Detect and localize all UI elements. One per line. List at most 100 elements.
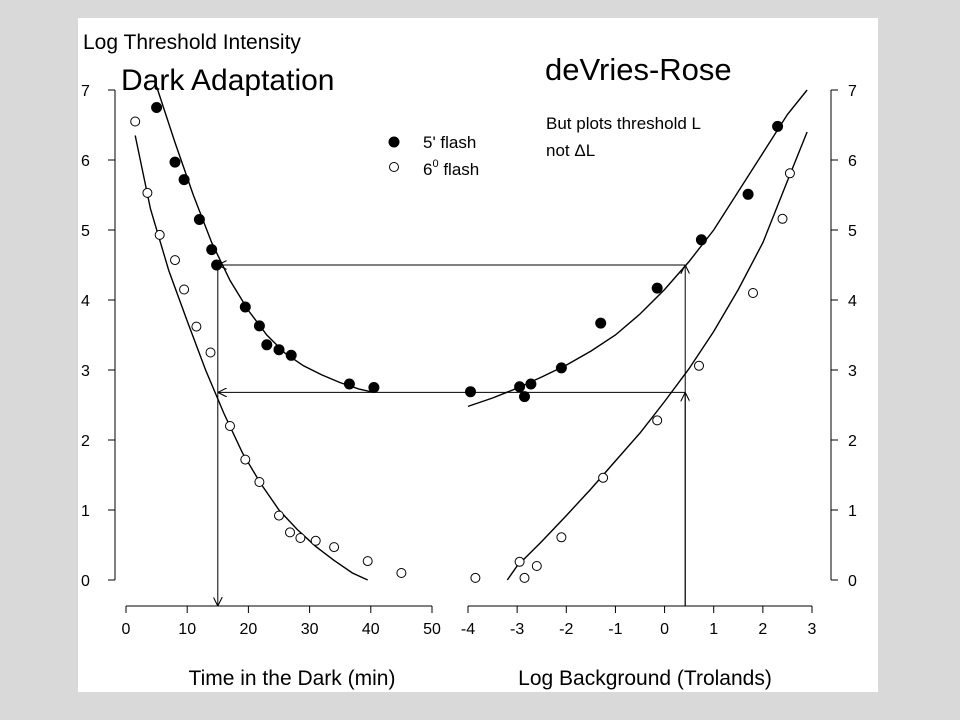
- right-x-tick-label: 3: [808, 621, 817, 638]
- left-point-open: [240, 454, 251, 465]
- right-y-tick-label: 6: [848, 153, 857, 170]
- right-point-filled: [651, 282, 663, 294]
- right-y-tick-label: 1: [848, 503, 857, 520]
- left-point-open: [310, 535, 321, 546]
- left-point-filled: [211, 259, 223, 271]
- left-point-open: [295, 533, 306, 543]
- left-point-filled: [151, 102, 163, 113]
- right-point-open: [777, 213, 788, 224]
- right-y-tick-label: 5: [848, 223, 857, 240]
- slide-panel: Log Threshold Intensity Dark Adaptation …: [78, 18, 878, 692]
- right-point-filled: [465, 386, 476, 398]
- right-point-open: [598, 472, 609, 483]
- right-x-axis-title: Log Background (Trolands): [518, 667, 772, 690]
- right-x-tick-label: -3: [510, 621, 524, 638]
- right-point-open: [519, 572, 530, 583]
- right-point-open: [748, 288, 758, 298]
- fit-curves: [134, 86, 808, 581]
- left-x-tick-label: 10: [178, 621, 196, 638]
- right-point-filled: [772, 120, 784, 132]
- left-point-filled: [261, 339, 273, 351]
- left-y-tick-label: 4: [81, 293, 90, 310]
- left-point-open: [170, 255, 180, 266]
- right-point-filled: [695, 234, 707, 246]
- right-x-tick-label: 1: [709, 621, 718, 638]
- right-panel-title: deVries-Rose: [545, 52, 732, 87]
- left-y-tick-label: 2: [81, 433, 90, 450]
- left-point-open: [205, 347, 216, 358]
- note-line-1: But plots threshold L: [546, 114, 701, 133]
- left-point-open: [362, 556, 373, 567]
- right-x-tick-label: 0: [660, 621, 669, 638]
- left-fit-curve-open: [134, 135, 368, 581]
- right-point-filled: [525, 378, 537, 390]
- legend-label-filled: 5' flash: [423, 133, 476, 152]
- right-x-tick-label: 2: [758, 621, 767, 638]
- left-x-tick-label: 20: [240, 621, 258, 638]
- right-point-open: [694, 360, 704, 371]
- right-y-tick-label: 2: [848, 433, 857, 450]
- right-x-tick-label: -4: [461, 621, 475, 638]
- legend-open-base: 6: [423, 160, 432, 179]
- legend-label-open: 60 flash: [423, 158, 479, 179]
- left-point-filled: [239, 301, 251, 313]
- left-point-open: [179, 284, 190, 295]
- legend-open-sup: 0: [432, 158, 438, 170]
- left-point-filled: [193, 214, 205, 225]
- reference-arrows: [218, 265, 685, 606]
- left-x-tick-label: 0: [122, 621, 131, 638]
- axes: 0 1 2 3 4 5 6 7 0 1 2 3 4 5 6 7 0 10 20 30 40 50 -4 -3 -2 -1 0 1 2 3 T…: [81, 83, 857, 690]
- left-panel-title: Dark Adaptation: [121, 64, 334, 97]
- right-point-filled: [742, 188, 754, 200]
- left-y-tick-label: 6: [81, 153, 90, 170]
- right-y-tick-label: 0: [848, 573, 857, 590]
- right-point-open: [514, 556, 525, 567]
- right-point-filled: [595, 317, 607, 329]
- left-point-open: [396, 568, 407, 578]
- left-x-tick-label: 30: [301, 621, 319, 638]
- left-y-tick-label: 5: [81, 223, 90, 240]
- left-point-open: [191, 321, 202, 332]
- right-point-open: [556, 532, 567, 543]
- legend-marker-open: [389, 162, 399, 172]
- right-fit-curve-filled: [467, 89, 808, 408]
- left-point-filled: [273, 344, 285, 356]
- right-point-open: [531, 561, 542, 571]
- right-point-filled: [514, 381, 526, 393]
- data-points: [130, 102, 795, 583]
- left-y-tick-label: 3: [81, 363, 90, 380]
- right-y-tick-label: 7: [848, 83, 857, 100]
- left-point-open: [329, 542, 340, 553]
- left-point-open: [154, 229, 165, 240]
- left-point-filled: [206, 244, 218, 256]
- left-x-tick-label: 50: [423, 621, 441, 638]
- right-point-filled: [555, 362, 567, 374]
- legend-open-rest: flash: [439, 160, 480, 179]
- left-point-filled: [343, 378, 355, 390]
- left-y-tick-label: 1: [81, 503, 90, 520]
- dark-adaptation-chart: Log Threshold Intensity Dark Adaptation …: [81, 31, 857, 690]
- left-point-open: [142, 187, 153, 198]
- right-point-open: [470, 572, 481, 583]
- left-point-filled: [253, 320, 265, 332]
- left-y-tick-label: 0: [81, 573, 90, 590]
- left-point-open: [274, 510, 284, 521]
- right-x-tick-label: -2: [559, 621, 573, 638]
- right-fit-curve-open: [506, 131, 808, 581]
- right-point-open: [784, 168, 795, 179]
- left-y-tick-label: 7: [81, 83, 90, 100]
- left-point-filled: [169, 156, 181, 168]
- legend-marker-filled: [388, 136, 400, 148]
- right-x-tick-label: -1: [608, 621, 622, 638]
- left-point-filled: [368, 382, 380, 393]
- y-axis-title: Log Threshold Intensity: [83, 31, 301, 54]
- note-line-2: not ΔL: [546, 141, 595, 160]
- left-x-axis-title: Time in the Dark (min): [189, 667, 396, 690]
- left-x-tick-label: 40: [362, 621, 380, 638]
- left-point-open: [130, 116, 141, 127]
- left-point-open: [225, 421, 235, 431]
- right-point-open: [652, 415, 663, 426]
- left-point-open: [254, 477, 265, 487]
- right-y-tick-label: 3: [848, 363, 857, 380]
- left-point-filled: [285, 349, 297, 361]
